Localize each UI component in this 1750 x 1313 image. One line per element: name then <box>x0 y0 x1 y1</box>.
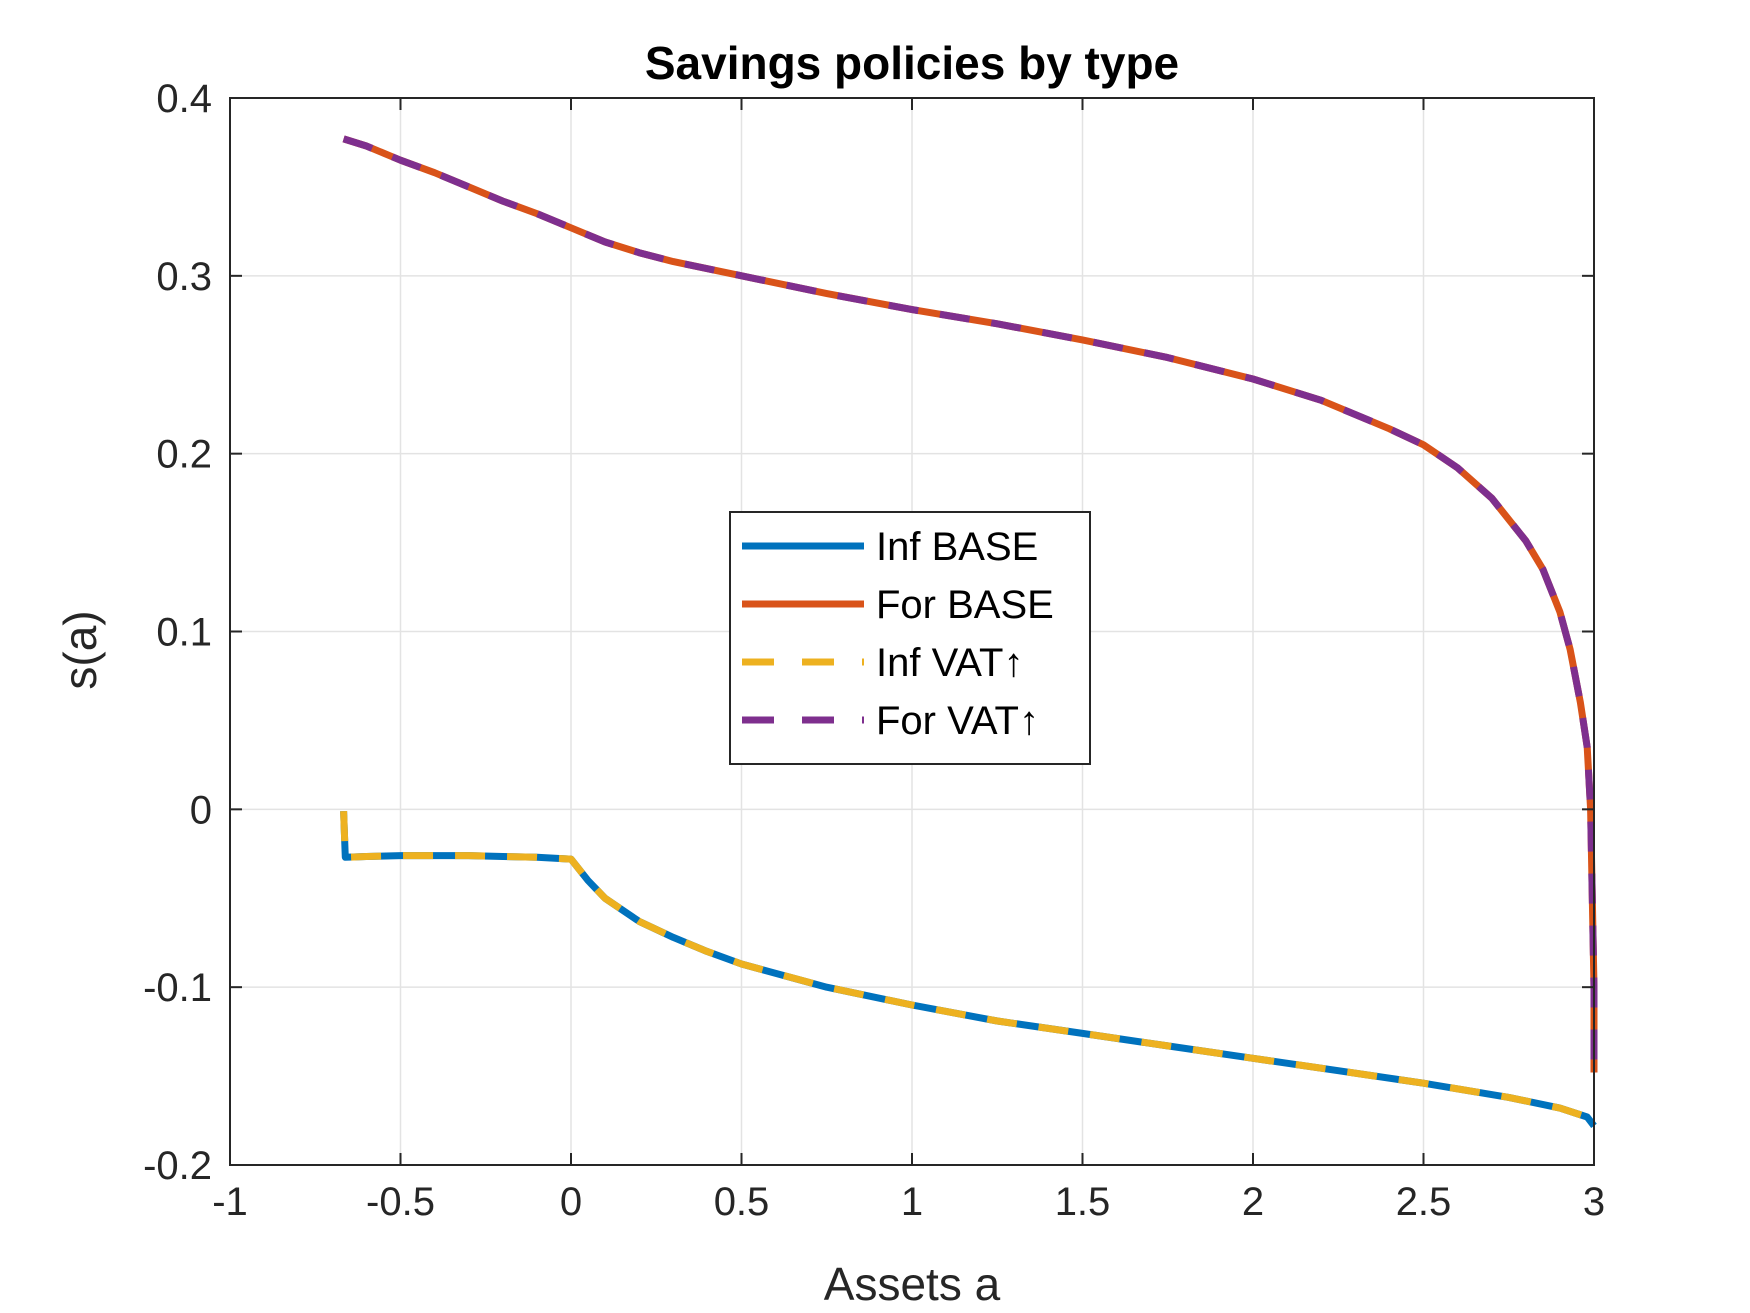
x-tick-label: -0.5 <box>366 1180 435 1224</box>
legend-box <box>729 511 1091 765</box>
x-tick-label: 1.5 <box>1055 1180 1111 1224</box>
legend-label: For BASE <box>876 583 1054 627</box>
tick-labels: -1 -0.5 0 0.5 1 1.5 2 2.5 3 -0.2 -0.1 0 0.1 0.2 0.3 0.4 <box>143 77 1605 1224</box>
legend-label: Inf BASE <box>876 525 1038 569</box>
y-tick-label: -0.1 <box>143 966 212 1010</box>
x-tick-label: 0 <box>560 1180 582 1224</box>
legend-label: Inf VAT↑ <box>876 641 1023 685</box>
series-lines <box>340 135 1598 1129</box>
y-tick-label: 0.4 <box>156 77 212 121</box>
x-tick-label: 0.5 <box>714 1180 770 1224</box>
x-tick-label: 1 <box>901 1180 923 1224</box>
y-axis-label: s(a) <box>54 610 106 689</box>
series-line-3 <box>340 810 1597 1129</box>
legend-label: For VAT↑ <box>876 699 1039 743</box>
x-tick-label: -1 <box>212 1180 248 1224</box>
y-tick-label: -0.2 <box>143 1144 212 1188</box>
chart-title: Savings policies by type <box>645 37 1179 89</box>
y-tick-label: 0.2 <box>156 433 212 477</box>
y-tick-label: 0 <box>190 788 212 832</box>
x-tick-label: 2.5 <box>1396 1180 1452 1224</box>
y-tick-label: 0.1 <box>156 611 212 655</box>
legend: Inf BASE For BASE Inf VAT↑ For VAT↑ <box>729 511 1091 765</box>
axes <box>229 97 1595 1166</box>
series-line-4 <box>342 135 1598 1073</box>
y-tick-label: 0.3 <box>156 255 212 299</box>
x-axis-label: Assets a <box>824 1258 1001 1310</box>
x-tick-label: 3 <box>1583 1180 1605 1224</box>
x-tick-label: 2 <box>1242 1180 1264 1224</box>
